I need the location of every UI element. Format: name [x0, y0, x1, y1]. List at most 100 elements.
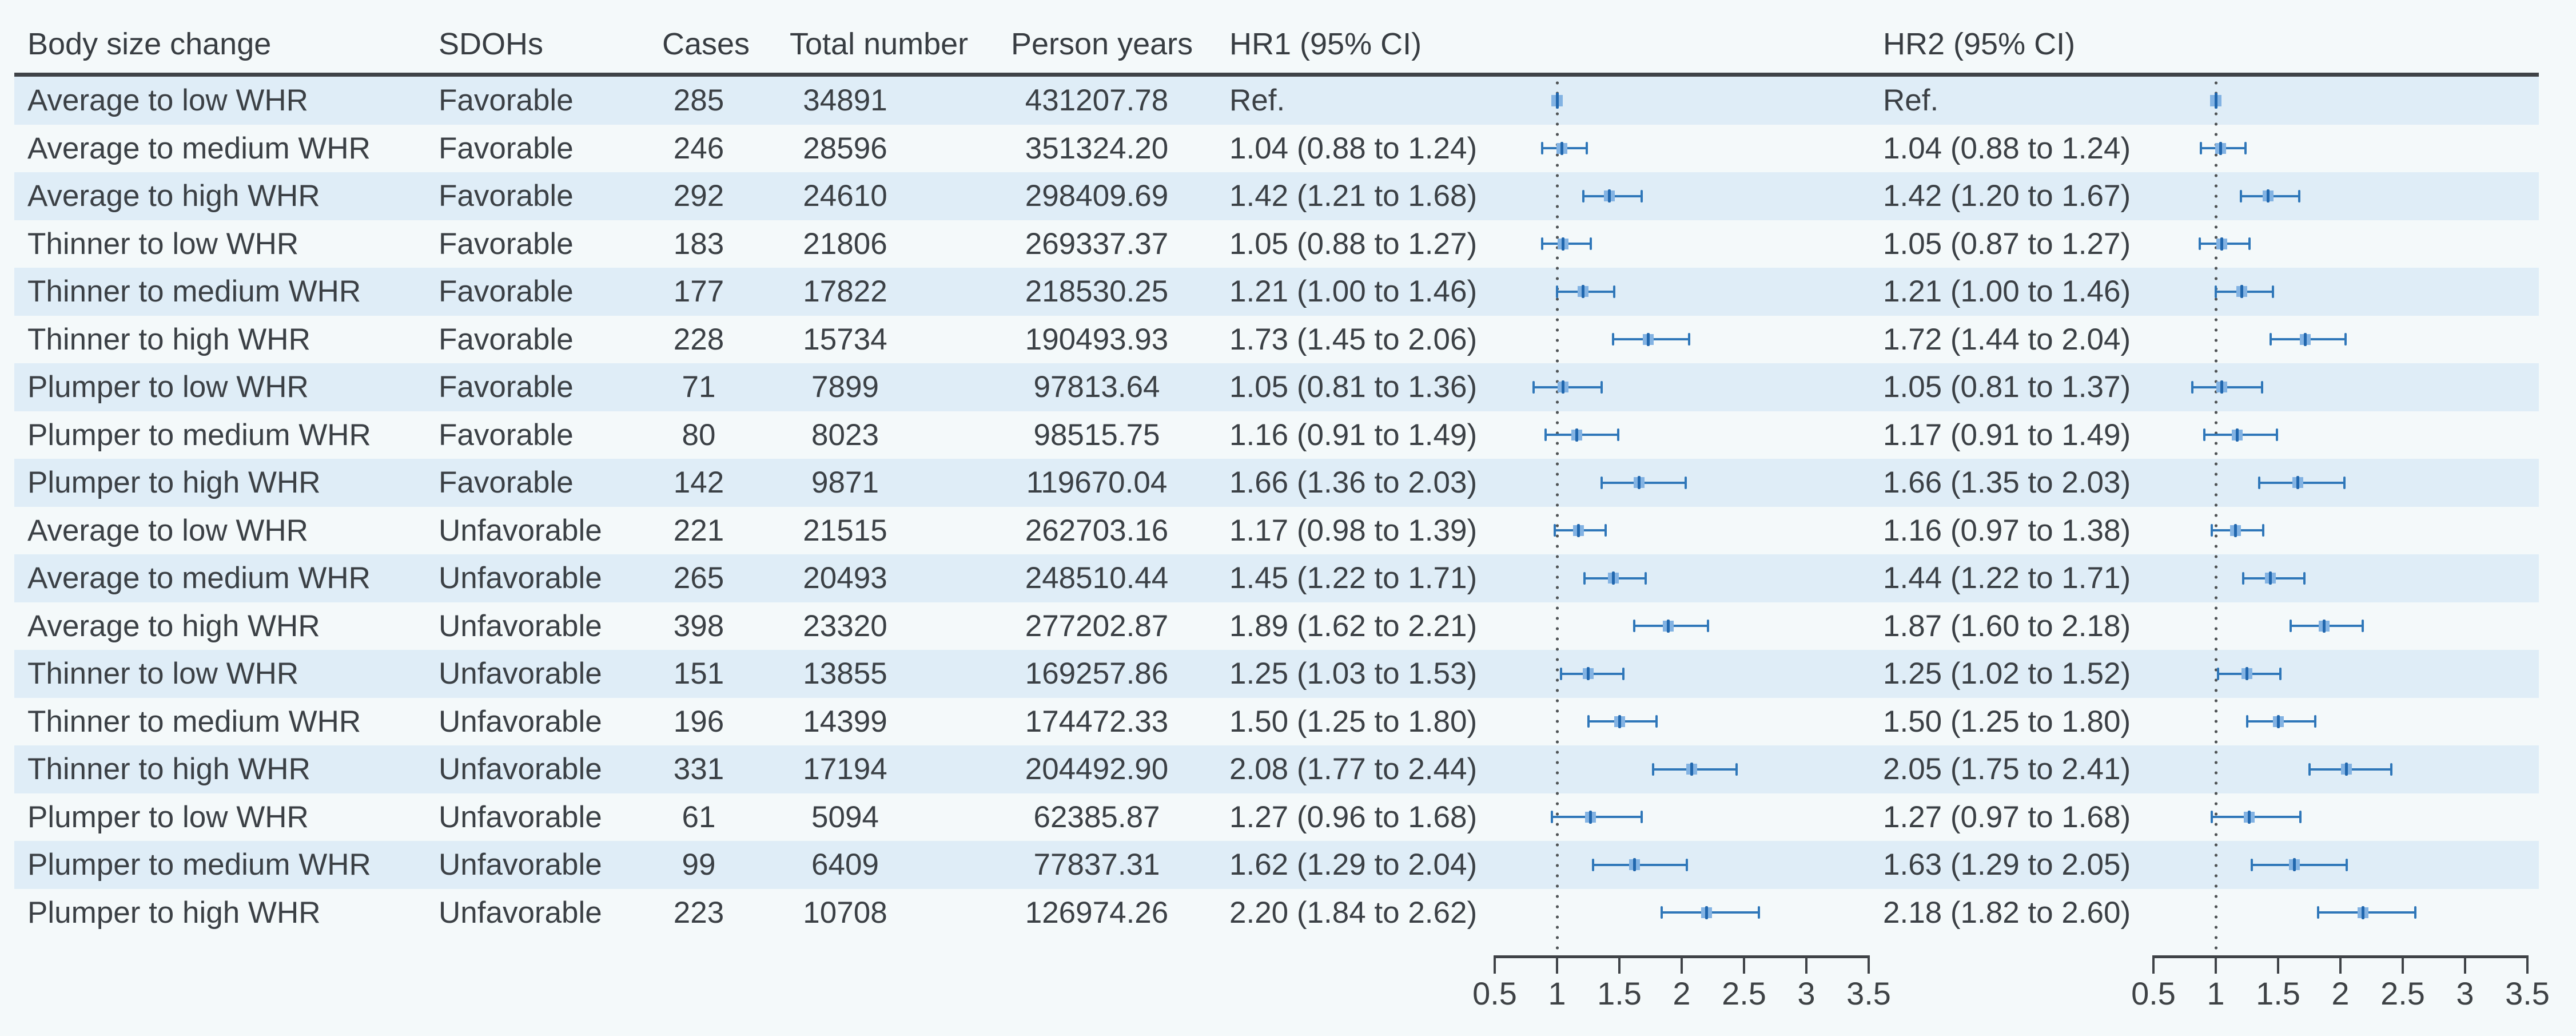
cell-body-size-change: Average to high WHR [27, 609, 320, 643]
cell-cases: 223 [673, 895, 724, 930]
error-bar-cap [2344, 333, 2347, 346]
estimate-marker-center-tick [2345, 763, 2348, 776]
cell-hr2-text: 1.63 (1.29 to 2.05) [1883, 848, 2131, 882]
estimate-marker-center-tick [1608, 189, 1611, 203]
table-row [14, 172, 2539, 220]
col-header-hr1: HR1 (95% CI) [1229, 27, 1422, 61]
cell-body-size-change: Plumper to medium WHR [27, 418, 371, 452]
error-bar-cap [1612, 333, 1615, 346]
error-bar-cap [2248, 237, 2251, 251]
cell-total-number: 5094 [811, 800, 879, 834]
cell-hr2-text: 1.05 (0.87 to 1.27) [1883, 227, 2131, 261]
cell-sdohs: Favorable [439, 131, 574, 165]
error-bar [2212, 816, 2301, 819]
x-axis-tick-label: 3.5 [1846, 975, 1891, 1011]
error-bar-cap [1532, 380, 1535, 394]
cell-hr2-text: 1.16 (0.97 to 1.38) [1883, 513, 2131, 547]
cell-sdohs: Unfavorable [439, 657, 602, 690]
error-bar-cap [2191, 380, 2193, 394]
cell-total-number: 20493 [803, 561, 887, 595]
cell-hr1-text: 1.04 (0.88 to 1.24) [1229, 131, 1478, 165]
estimate-marker-center-tick [1618, 715, 1621, 728]
cell-hr1-text: 1.62 (1.29 to 2.04) [1229, 848, 1478, 882]
cell-hr2-text: 1.66 (1.35 to 2.03) [1883, 466, 2131, 499]
error-bar-cap [1551, 811, 1554, 824]
x-axis-tick-label: 2 [2331, 975, 2350, 1011]
col-header-sdohs: SDOHs [439, 27, 544, 61]
cell-sdohs: Unfavorable [439, 704, 602, 739]
cell-body-size-change: Plumper to low WHR [27, 800, 309, 834]
cell-cases: 265 [673, 561, 724, 595]
error-bar-cap [2251, 858, 2253, 871]
cell-cases: 177 [673, 275, 724, 308]
cell-hr1-text: 1.25 (1.03 to 1.53) [1229, 657, 1478, 690]
x-axis-tick [2464, 958, 2466, 974]
x-axis-tick-label: 3.5 [2505, 975, 2550, 1011]
estimate-marker-center-tick [1587, 667, 1590, 681]
estimate-marker-center-tick [2267, 189, 2270, 203]
cell-hr2-text: Ref. [1883, 84, 1939, 117]
error-bar-cap [2211, 524, 2213, 537]
table-row [14, 363, 2539, 411]
error-bar-cap [1688, 333, 1691, 346]
estimate-marker-center-tick [2235, 428, 2239, 442]
estimate-marker-center-tick [1633, 858, 1636, 872]
error-bar-cap [1622, 667, 1625, 680]
cell-person-years: 119670.04 [1026, 466, 1168, 499]
cell-sdohs: Favorable [439, 227, 574, 261]
cell-cases: 331 [673, 752, 724, 786]
error-bar-cap [2244, 142, 2247, 155]
estimate-marker-center-tick [1690, 763, 1693, 776]
cell-body-size-change: Thinner to high WHR [27, 322, 310, 356]
cell-body-size-change: Plumper to high WHR [27, 466, 321, 499]
error-bar-cap [1587, 715, 1590, 728]
cell-hr1-text: 1.16 (0.91 to 1.49) [1229, 418, 1478, 452]
estimate-marker-center-tick [1666, 619, 1670, 633]
error-bar-cap [1644, 571, 1647, 585]
estimate-marker-center-tick [2296, 476, 2300, 490]
cell-person-years: 190493.93 [1025, 322, 1169, 356]
error-bar-cap [1553, 524, 1556, 537]
x-axis-tick-label: 1.5 [2256, 975, 2300, 1011]
cell-hr1-text: 1.45 (1.22 to 1.71) [1229, 561, 1478, 595]
error-bar-cap [1544, 428, 1547, 442]
cell-body-size-change: Thinner to low WHR [27, 227, 299, 261]
table-row [14, 268, 2539, 316]
cell-hr2-text: 1.87 (1.60 to 2.18) [1883, 609, 2131, 643]
error-bar-cap [2245, 715, 2248, 728]
cell-person-years: 298409.69 [1025, 179, 1169, 213]
x-axis-tick-label: 3 [1797, 975, 1815, 1011]
error-bar-cap [1641, 189, 1643, 203]
cell-body-size-change: Average to medium WHR [27, 561, 371, 595]
x-axis-tick-label: 1.5 [1597, 975, 1642, 1011]
table-row [14, 554, 2539, 602]
estimate-marker-center-tick [1582, 285, 1585, 299]
cell-body-size-change: Average to low WHR [27, 84, 308, 117]
x-axis-tick [1805, 958, 1807, 974]
ref-marker-center-tick [1555, 92, 1559, 109]
cell-cases: 292 [673, 179, 724, 213]
cell-body-size-change: Thinner to medium WHR [27, 275, 361, 308]
cell-total-number: 23320 [803, 609, 887, 643]
error-bar-cap [2199, 142, 2202, 155]
error-bar-cap [1613, 285, 1616, 298]
estimate-marker-center-tick [2269, 571, 2272, 585]
cell-person-years: 77837.31 [1033, 848, 1160, 882]
cell-cases: 142 [673, 466, 724, 499]
error-bar-cap [2390, 763, 2393, 776]
cell-total-number: 21515 [803, 513, 887, 547]
error-bar-cap [2345, 858, 2348, 871]
estimate-marker-center-tick [1562, 237, 1565, 251]
table-row [14, 841, 2539, 889]
error-bar-cap [1685, 858, 1688, 871]
cell-body-size-change: Average to high WHR [27, 179, 320, 213]
estimate-marker-center-tick [2361, 906, 2364, 919]
cell-sdohs: Favorable [439, 370, 574, 404]
cell-person-years: 204492.90 [1025, 752, 1169, 786]
cell-body-size-change: Thinner to medium WHR [27, 704, 361, 739]
cell-hr2-text: 1.44 (1.22 to 1.71) [1883, 561, 2131, 595]
cell-hr1-text: 1.73 (1.45 to 2.06) [1229, 322, 1478, 356]
cell-hr1-text: 2.20 (1.84 to 2.62) [1229, 895, 1478, 930]
cell-hr2-text: 1.04 (0.88 to 1.24) [1883, 131, 2131, 165]
